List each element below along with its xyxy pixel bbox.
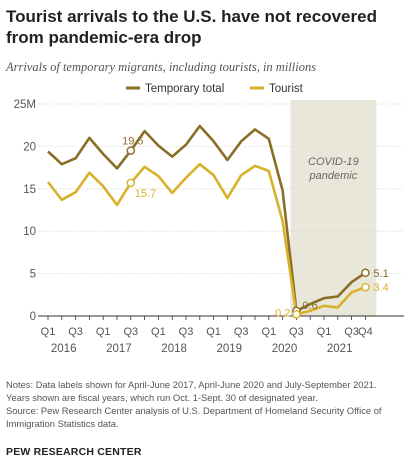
chart-notes: Notes: Data labels shown for April-June … — [6, 378, 416, 430]
x-year-label: 2016 — [51, 343, 77, 355]
x-tick-label: Q3 — [344, 326, 359, 338]
x-year-label: 2018 — [161, 343, 187, 355]
data-point-marker — [361, 268, 370, 278]
y-tick-label: 5 — [30, 269, 36, 281]
x-tick-label: Q3 — [179, 326, 194, 338]
source-line: Immigration Statistics data. — [6, 418, 119, 429]
x-year-label: 2020 — [272, 343, 298, 355]
y-tick-label: 25M — [14, 99, 36, 111]
y-tick-label: 15 — [23, 184, 36, 196]
data-label: 0.2 — [275, 307, 290, 319]
x-tick-label: Q3 — [68, 326, 83, 338]
data-label: 15.7 — [135, 188, 156, 200]
note-line: Years shown are fiscal years, which run … — [6, 392, 318, 403]
x-year-label: 2021 — [327, 343, 353, 355]
y-tick-label: 10 — [23, 226, 36, 238]
legend-label: Temporary total — [145, 83, 224, 95]
legend-label: Tourist — [269, 83, 304, 95]
x-tick-label: Q1 — [317, 326, 332, 338]
x-year-label: 2019 — [217, 343, 243, 355]
publisher-footer: PEW RESEARCH CENTER — [6, 446, 142, 458]
x-tick-label: Q3 — [234, 326, 249, 338]
x-tick-label: Q3 — [289, 326, 304, 338]
data-label: 0.6 — [302, 300, 317, 312]
x-tick-label: Q1 — [96, 326, 111, 338]
data-point-marker — [361, 282, 370, 292]
data-label: 5.1 — [373, 268, 388, 280]
series-line-tourist — [46, 162, 366, 316]
data-label: 3.4 — [373, 282, 388, 294]
x-tick-label: Q3 — [123, 326, 138, 338]
y-tick-label: 0 — [30, 311, 36, 323]
x-tick-label: Q1 — [151, 326, 166, 338]
chart-subtitle: Arrivals of temporary migrants, includin… — [6, 60, 317, 74]
note-line: Notes: Data labels shown for April-June … — [6, 379, 377, 390]
x-tick-label: Q1 — [261, 326, 276, 338]
y-tick-label: 20 — [23, 141, 36, 153]
x-tick-label: Q4 — [358, 326, 373, 338]
data-point-marker — [292, 310, 301, 319]
data-label: 19.5 — [122, 136, 143, 148]
x-tick-label: Q1 — [41, 326, 56, 338]
source-line: Source: Pew Research Center analysis of … — [6, 405, 382, 416]
data-point-marker — [126, 146, 136, 155]
pandemic-region-label: pandemic — [309, 170, 358, 182]
x-year-label: 2017 — [106, 343, 132, 355]
x-tick-label: Q1 — [206, 326, 221, 338]
pandemic-shaded-region — [290, 100, 377, 316]
series-line-temporary-total — [47, 124, 367, 313]
chart-title: Tourist arrivals to the U.S. have not re… — [6, 7, 377, 47]
pandemic-region-label: COVID-19 — [308, 156, 359, 168]
data-point-marker — [126, 178, 136, 188]
